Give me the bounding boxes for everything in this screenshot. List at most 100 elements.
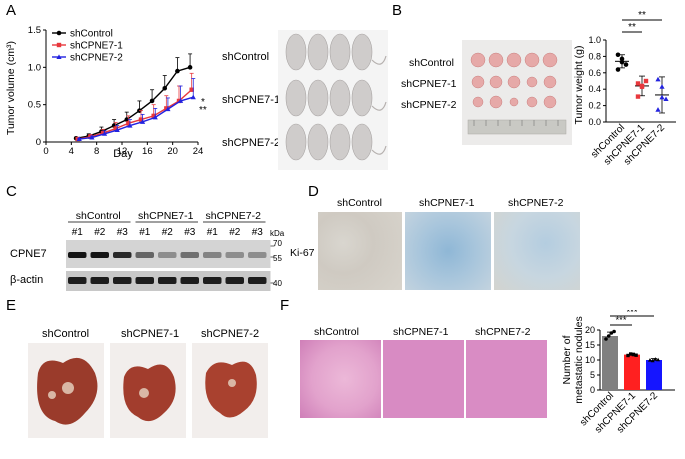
- x-tick-label: 24: [193, 146, 204, 157]
- x-tick-label: 8: [94, 146, 99, 157]
- legend-label: shControl: [70, 29, 113, 40]
- data-point: [656, 357, 661, 362]
- liver-header-shcpne7-2: shCPNE7-2: [201, 328, 260, 340]
- data-point: [659, 94, 665, 100]
- liver-header-shcontrol: shControl: [42, 328, 90, 340]
- y-tick-label: 0: [36, 137, 41, 148]
- y-tick-label: 20: [585, 325, 595, 335]
- bar-shControl: [602, 336, 618, 390]
- ihc-header-shcontrol: shControl: [337, 197, 382, 209]
- y-tick-label: 0.8: [588, 51, 601, 61]
- data-point: [653, 357, 658, 361]
- series-line-shCPNE7-2: [79, 96, 194, 140]
- blot-group-label: shControl: [76, 210, 121, 222]
- band-cpne7: [90, 252, 109, 258]
- band-actin: [225, 277, 244, 284]
- band-actin: [203, 277, 222, 284]
- band-cpne7: [225, 252, 244, 258]
- data-point: [75, 136, 80, 142]
- x-tick-label: 4: [69, 146, 74, 157]
- sig-label: ***: [615, 315, 626, 326]
- marker-70: 70: [273, 239, 282, 248]
- band-actin: [90, 277, 109, 284]
- lane-label: #2: [229, 227, 241, 238]
- band-actin: [113, 277, 132, 284]
- blot-group-label: shCPNE7-2: [206, 210, 262, 222]
- data-point: [176, 98, 182, 104]
- data-point: [655, 107, 661, 112]
- data-point: [626, 353, 630, 358]
- tumor-photo-label-shcpne7-1: shCPNE7-1: [401, 78, 457, 90]
- band-actin: [158, 277, 177, 284]
- lane-label: #3: [117, 227, 129, 238]
- data-point: [655, 76, 661, 82]
- band-cpne7: [158, 252, 177, 258]
- data-point: [189, 87, 194, 92]
- x-tick-label: 0: [43, 146, 48, 157]
- legend-marker: [56, 42, 62, 48]
- data-point: [634, 353, 638, 357]
- x-axis-label: Day: [113, 148, 133, 160]
- data-point: [100, 130, 106, 136]
- ihc-image-shcpne7-1: [405, 212, 491, 290]
- data-point: [113, 126, 118, 131]
- band-actin: [135, 277, 154, 284]
- he-image-shcontrol: [300, 340, 381, 418]
- band-cpne7: [203, 252, 222, 258]
- x-tick-label: 12: [117, 146, 128, 157]
- y-tick-label: 10: [585, 355, 595, 365]
- data-point: [190, 94, 196, 100]
- data-point: [648, 358, 652, 362]
- marker-40: 40: [273, 279, 282, 288]
- data-point: [629, 352, 633, 356]
- y-tick-label: 0.0: [588, 117, 601, 127]
- data-point: [615, 67, 621, 72]
- panel-label-e: E: [6, 297, 17, 314]
- data-point: [177, 98, 184, 103]
- marker-55: 55: [273, 254, 282, 263]
- data-point: [612, 329, 616, 334]
- photo-label-shcontrol: shControl: [222, 51, 270, 63]
- ihc-row-label: Ki-67: [290, 247, 315, 259]
- data-point: [635, 94, 641, 99]
- sig-label: ***: [626, 310, 637, 318]
- panel-label-d: D: [308, 183, 319, 200]
- blot-group-label: shCPNE7-1: [138, 210, 194, 222]
- data-point: [604, 337, 608, 341]
- data-point: [151, 113, 156, 119]
- ihc-image-shcontrol: [318, 212, 402, 290]
- data-point: [639, 83, 645, 89]
- data-point: [619, 56, 625, 62]
- data-point: [127, 122, 133, 128]
- legend-label: shCPNE7-2: [70, 53, 123, 64]
- data-point: [162, 85, 168, 91]
- data-point: [152, 114, 158, 120]
- data-point: [101, 131, 108, 136]
- band-cpne7: [113, 252, 132, 258]
- lane-label: #2: [162, 227, 174, 238]
- data-point: [138, 117, 144, 122]
- photo-label-shcpne7-2: shCPNE7-2: [222, 137, 281, 149]
- series-line-shControl: [75, 66, 191, 139]
- data-point: [650, 358, 655, 363]
- series-line-shCPNE7-1: [77, 89, 193, 140]
- y-tick-label: 0: [590, 385, 595, 395]
- panel-label-b: B: [392, 2, 403, 19]
- band-actin: [248, 277, 267, 284]
- he-header-shcpne7-2: shCPNE7-2: [475, 326, 531, 338]
- lane-label: #3: [184, 227, 196, 238]
- panel-label-c: C: [6, 183, 17, 200]
- liver-header-shcpne7-1: shCPNE7-1: [121, 328, 180, 340]
- ihc-header-shcpne7-2: shCPNE7-2: [508, 197, 564, 209]
- kda-label: kDa: [270, 229, 285, 238]
- tumor-weight-chart: 0.00.20.40.60.81.0shControlshCPNE7-1shCP…: [573, 10, 676, 167]
- data-point: [187, 65, 193, 70]
- sig-label: **: [638, 10, 646, 21]
- photo-label-shcpne7-1: shCPNE7-1: [222, 94, 281, 106]
- y-tick-label: 0.4: [588, 84, 601, 94]
- tumor-photo-label-shcontrol: shControl: [409, 57, 454, 69]
- y-tick-label: 1.0: [28, 62, 41, 73]
- y-axis-label-line1: Number of: [561, 335, 573, 384]
- panel-label-a: A: [6, 2, 17, 19]
